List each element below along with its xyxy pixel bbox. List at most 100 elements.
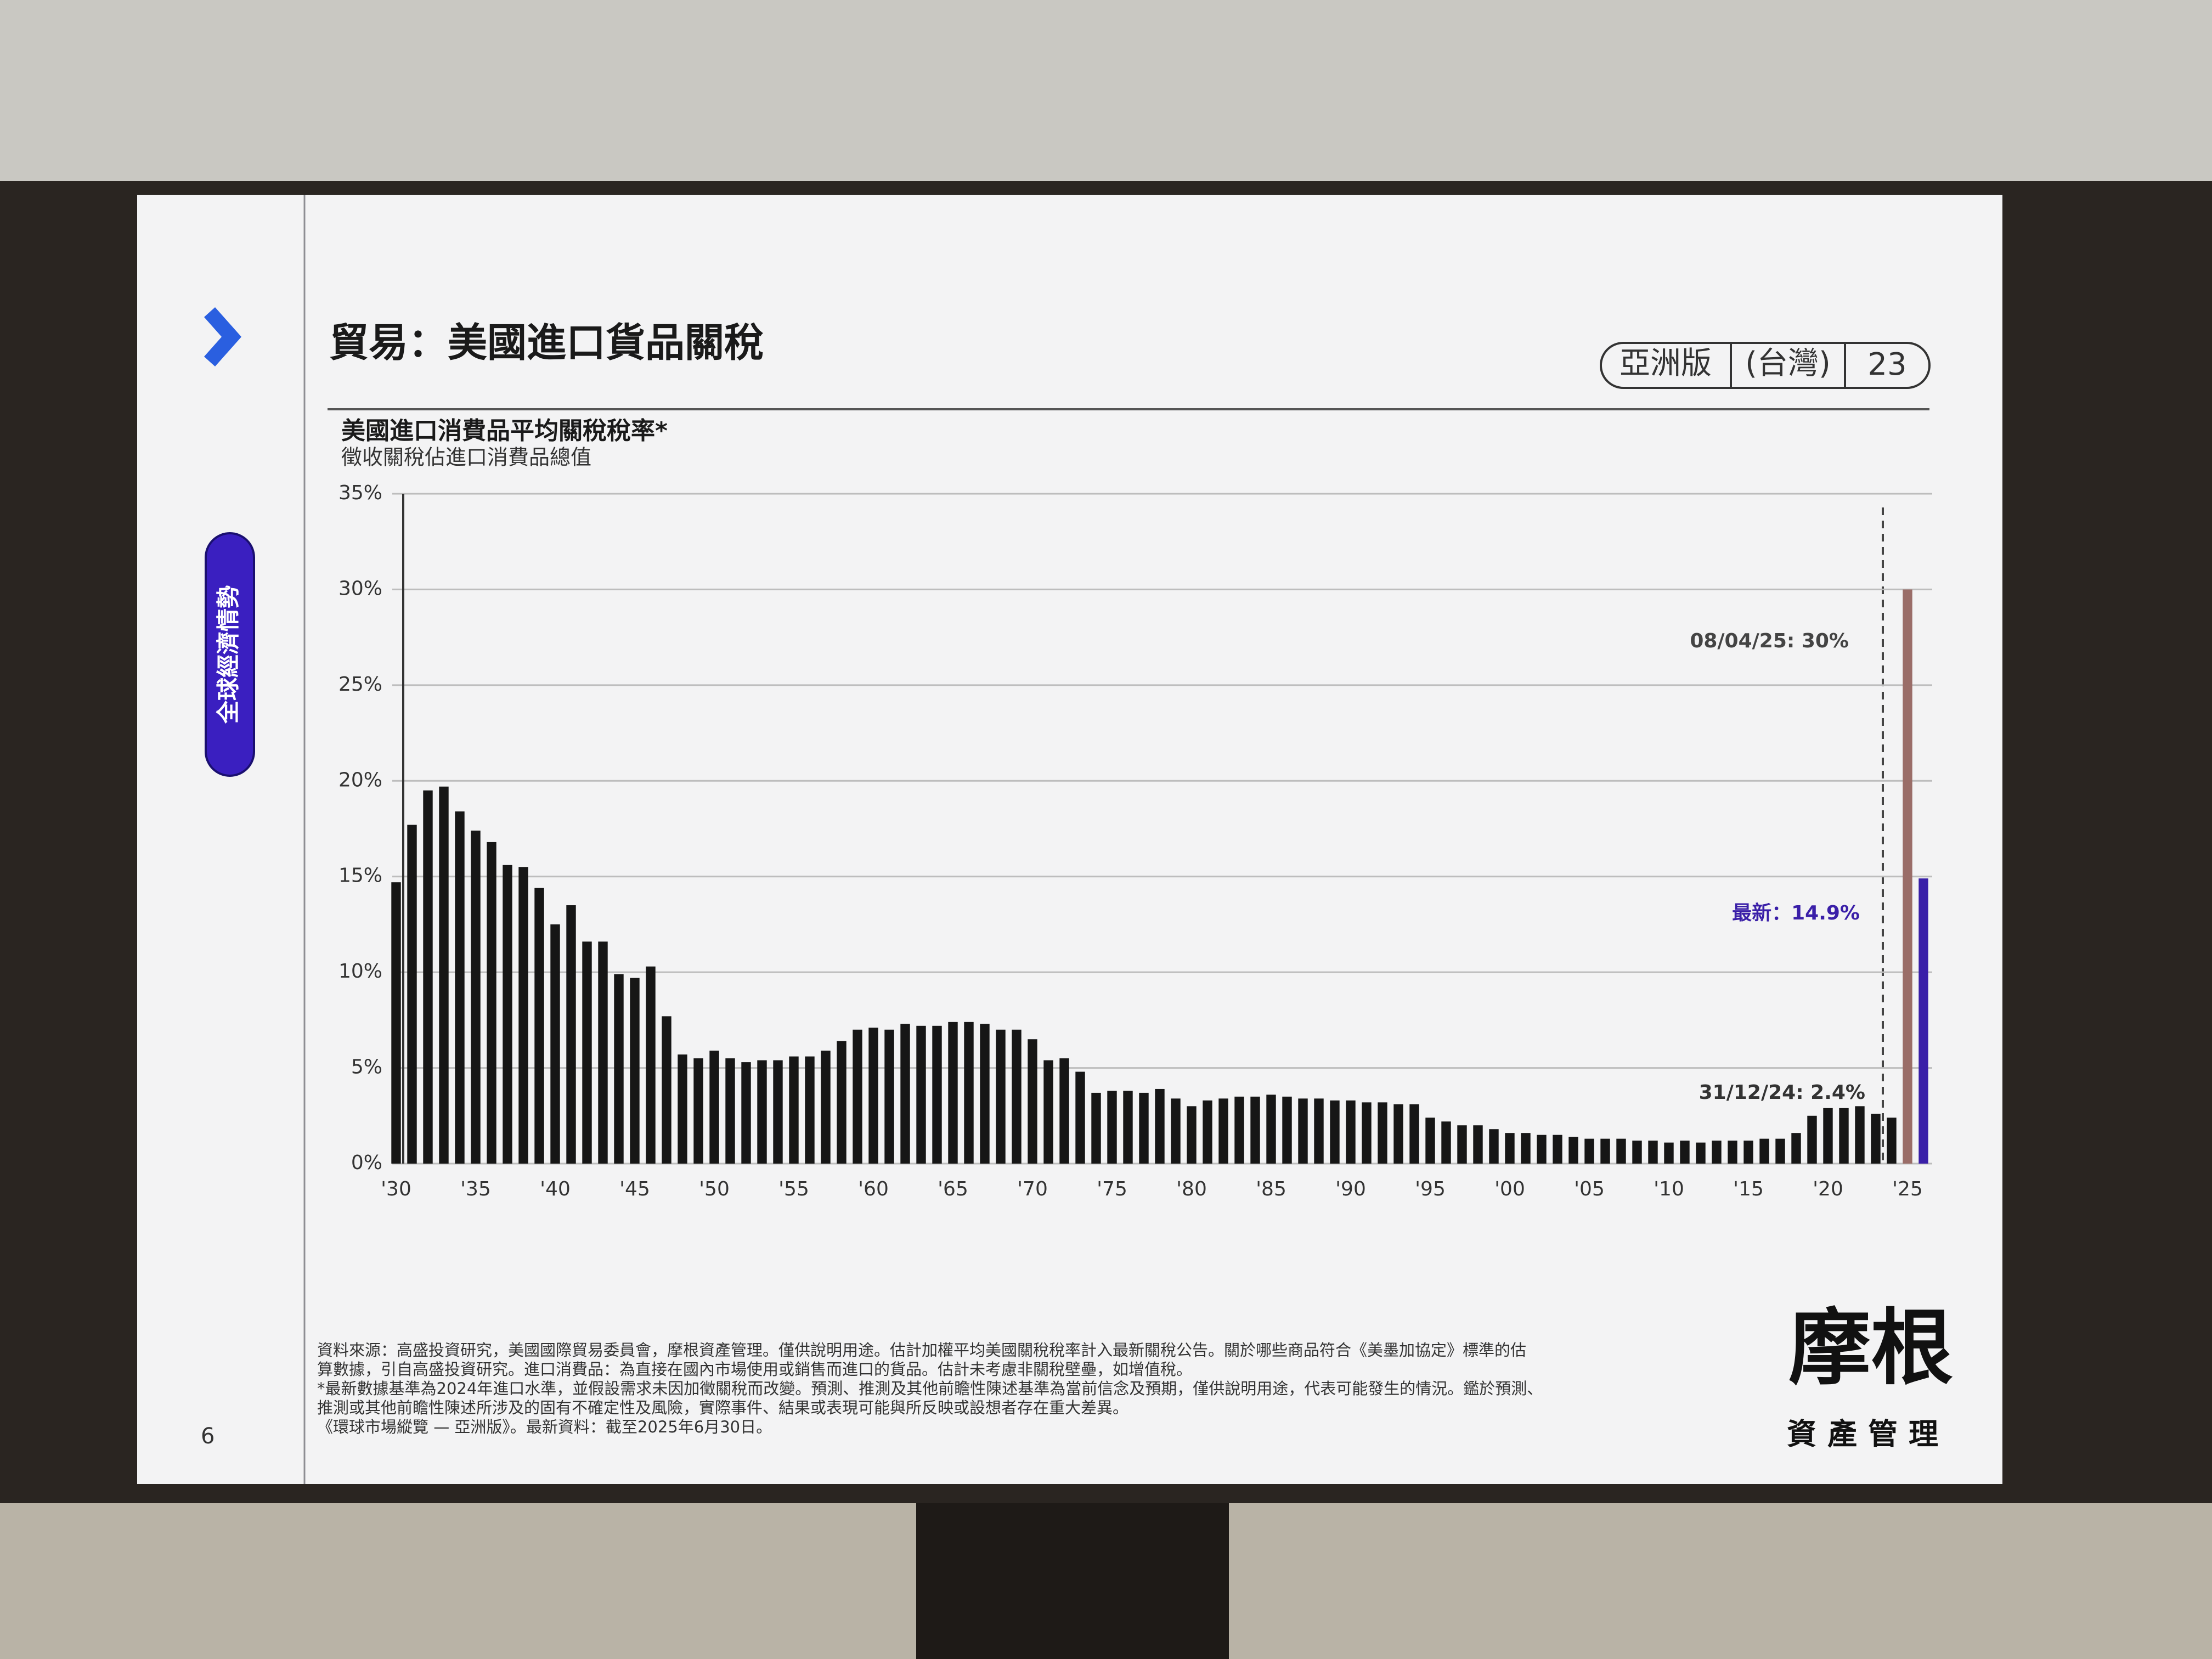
bar [1457,1125,1467,1164]
x-tick-label: '05 [1574,1178,1605,1200]
bar [1743,1141,1753,1164]
bar [1855,1106,1865,1164]
bar [1250,1096,1260,1164]
bar [1521,1133,1531,1164]
stand [916,1503,1229,1659]
bar [1807,1115,1817,1164]
x-tick-label: '50 [699,1178,730,1200]
chart-title: 美國進口消費品平均關稅稅率* [341,417,668,445]
badge-edition: 亞洲版 [1620,346,1712,381]
bar [1234,1096,1244,1164]
bar [1680,1141,1690,1164]
x-tick-label: '60 [858,1178,889,1200]
y-tick-label: 5% [351,1056,382,1079]
bar [1139,1092,1149,1164]
x-tick-label: '15 [1733,1178,1764,1200]
bar [614,974,624,1164]
bar [407,825,417,1164]
footnote: 算數據，引自高盛投資研究。進口消費品：為直接在國內市場使用或銷售而進口的貨品。估… [317,1360,1192,1379]
bar [1282,1096,1292,1164]
badge-region: (台灣) [1745,346,1831,381]
logo-subtitle: 資產管理 [1787,1417,1949,1452]
bar [1918,878,1928,1164]
bar [1409,1104,1419,1164]
bar [1441,1121,1451,1164]
bar [980,1024,990,1164]
bar [1632,1141,1642,1164]
bar [1839,1108,1849,1164]
bar [487,842,496,1164]
y-tick-label: 35% [338,482,382,504]
x-tick-label: '25 [1892,1178,1923,1200]
bar [1425,1118,1435,1164]
bar [1346,1100,1356,1164]
bar [678,1054,687,1164]
bar [391,882,401,1164]
y-tick-label: 25% [338,673,382,696]
bar [1537,1135,1547,1164]
slide-title: 貿易：美國進口貨品關稅 [329,320,764,366]
footnote: 推測或其他前瞻性陳述所涉及的固有不確定性及風險，實際事件、結果或表現可能與所反映… [317,1398,1128,1417]
x-tick-label: '00 [1494,1178,1525,1200]
bar [1473,1125,1483,1164]
bar [1553,1135,1562,1164]
bar [916,1025,926,1164]
x-tick-label: '55 [778,1178,809,1200]
bar [646,966,656,1164]
bar [566,905,576,1164]
bar [1775,1138,1785,1164]
chevron-icon [204,307,241,366]
bar [1871,1114,1881,1164]
y-tick-label: 15% [338,865,382,887]
bar [868,1028,878,1164]
annotation: 最新：14.9% [1732,902,1860,924]
bar [1059,1058,1069,1164]
page-number: 6 [201,1424,215,1449]
bar [1378,1102,1387,1164]
chart-subtitle: 徵收關稅佔進口消費品總值 [341,445,591,470]
bar [662,1016,672,1164]
bar [853,1029,862,1164]
bar [1298,1098,1308,1164]
side-tab-label: 全球經濟情勢 [215,585,242,724]
bar [1759,1138,1769,1164]
bar [423,790,433,1164]
ceiling [0,0,2212,181]
bar [1887,1118,1897,1164]
bar [1903,589,1912,1164]
bar [503,865,512,1164]
bar [964,1022,974,1164]
bar [598,941,608,1164]
bar [821,1051,831,1164]
bar [773,1060,783,1164]
bar [550,924,560,1164]
x-tick-label: '85 [1256,1178,1286,1200]
bar [1664,1142,1674,1164]
footnote: 《環球市場縱覽 — 亞洲版》。最新資料：截至2025年6月30日。 [317,1418,772,1436]
bar [1075,1071,1085,1164]
bar [805,1056,815,1164]
x-tick-label: '70 [1017,1178,1048,1200]
y-tick-label: 0% [351,1152,382,1174]
bar [630,978,640,1164]
bar [1823,1108,1833,1164]
footnotes: 資料來源：高盛投資研究，美國國際貿易委員會，摩根資產管理。僅供說明用途。估計加權… [317,1341,1543,1436]
x-tick-label: '35 [460,1178,491,1200]
x-tick-label: '10 [1654,1178,1684,1200]
bar [1728,1141,1737,1164]
bar [1584,1138,1594,1164]
bar [789,1056,799,1164]
bar [1218,1098,1228,1164]
y-tick-label: 20% [338,769,382,791]
bar [837,1041,847,1164]
bar [1393,1104,1403,1164]
x-tick-label: '30 [381,1178,411,1200]
bar [757,1060,767,1164]
x-tick-label: '90 [1335,1178,1366,1200]
bar [1091,1092,1101,1164]
bar [948,1022,958,1164]
side-tab [205,532,255,777]
bar [471,830,481,1164]
annotation: 31/12/24: 2.4% [1699,1081,1865,1104]
